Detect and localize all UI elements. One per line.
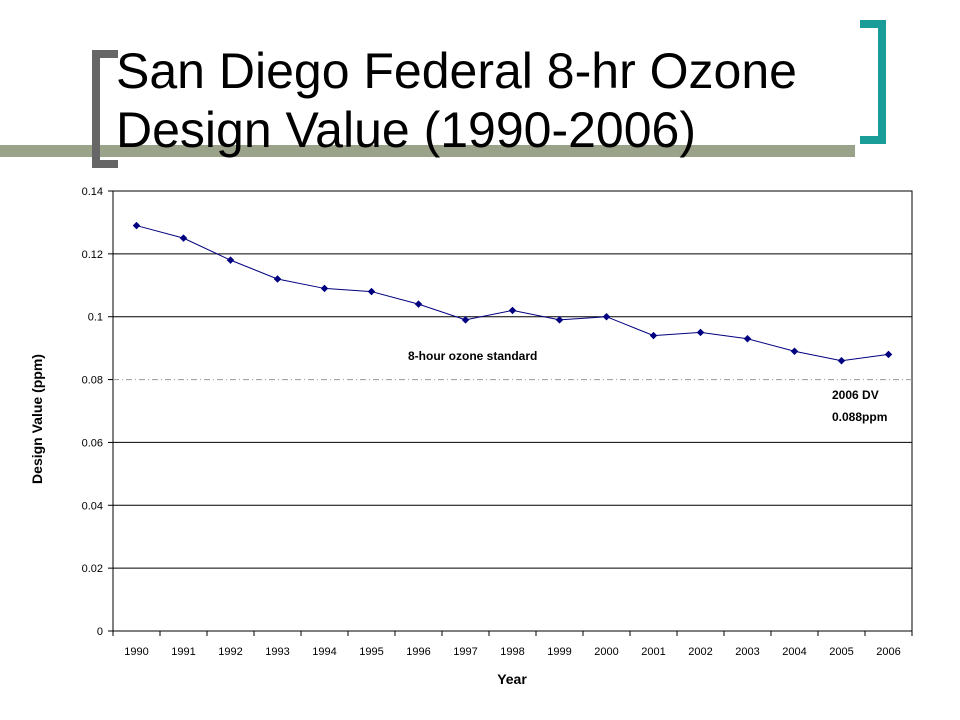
x-tick-label: 1996 [406, 646, 430, 658]
standard-reference-label: 8-hour ozone standard [408, 349, 537, 363]
x-tick-label: 1990 [124, 646, 148, 658]
slide-title-line1: San Diego Federal 8-hr Ozone [116, 43, 797, 99]
data-point-marker [508, 306, 517, 315]
x-tick-label: 2002 [688, 646, 712, 658]
y-axis-ticks: 0 0.02 0.04 0.06 0.08 0.1 0.12 0.14 [82, 186, 113, 638]
y-tick-label: 0.08 [82, 375, 103, 387]
data-point-marker [179, 234, 188, 242]
data-point-marker [837, 356, 846, 365]
y-tick-label: 0.1 [88, 312, 103, 324]
y-tick-label: 0.12 [82, 249, 103, 261]
data-point-marker [696, 328, 705, 337]
data-point-marker [461, 316, 470, 324]
x-tick-label: 2003 [735, 646, 759, 658]
right-bracket [860, 20, 886, 144]
olive-accent-bar [0, 145, 855, 157]
x-tick-label: 2001 [641, 646, 665, 658]
y-tick-label: 0.02 [82, 563, 103, 575]
data-point-marker [602, 312, 611, 321]
x-tick-label: 1995 [359, 646, 383, 658]
x-tick-label: 1992 [218, 646, 242, 658]
gridlines [113, 190, 912, 569]
x-tick-label: 1991 [171, 646, 195, 658]
data-point-marker [414, 300, 423, 308]
series-group [132, 221, 893, 365]
annotation-2006-dv-line2: 0.088ppm [832, 410, 887, 424]
y-axis-title: Design Value (ppm) [29, 354, 45, 484]
data-point-marker [320, 284, 329, 293]
x-axis-title: Year [497, 671, 527, 687]
x-tick-label: 2000 [594, 646, 618, 658]
x-tick-label: 2004 [782, 646, 806, 658]
data-point-marker [790, 347, 799, 356]
x-tick-label: 1997 [453, 646, 477, 658]
x-tick-label: 1994 [312, 646, 336, 658]
chart: 8-hour ozone standard 00.020.040.060.080… [29, 186, 913, 687]
left-bracket [92, 50, 118, 168]
data-point-marker [555, 316, 564, 324]
data-point-marker [884, 350, 893, 359]
plot-area [112, 190, 913, 632]
data-point-marker [743, 334, 752, 343]
x-tick-label: 1993 [265, 646, 289, 658]
data-point-marker [273, 275, 282, 283]
y-tick-label: 0.14 [82, 186, 103, 198]
x-tick-label: 2005 [829, 646, 853, 658]
annotation-2006-dv-line1: 2006 DV [832, 388, 879, 402]
x-tick-label: 2006 [876, 646, 900, 658]
y-tick-label: 0.06 [82, 437, 103, 449]
x-axis-ticks: 1990 1991 1992 1993 1994 1995 1996 1997 1998 1999… [112, 631, 913, 658]
data-point-marker [367, 287, 376, 296]
data-point-marker [132, 221, 141, 230]
y-tick-label: 0.04 [82, 500, 103, 512]
x-tick-label: 1998 [500, 646, 524, 658]
x-tick-label: 1999 [547, 646, 571, 658]
data-point-marker [226, 256, 235, 264]
reference-line-group: 8-hour ozone standard [113, 349, 912, 381]
slide-title-line2: Design Value (1990-2006) [116, 102, 696, 158]
data-point-marker [649, 331, 658, 340]
y-tick-label: 0 [97, 626, 103, 638]
